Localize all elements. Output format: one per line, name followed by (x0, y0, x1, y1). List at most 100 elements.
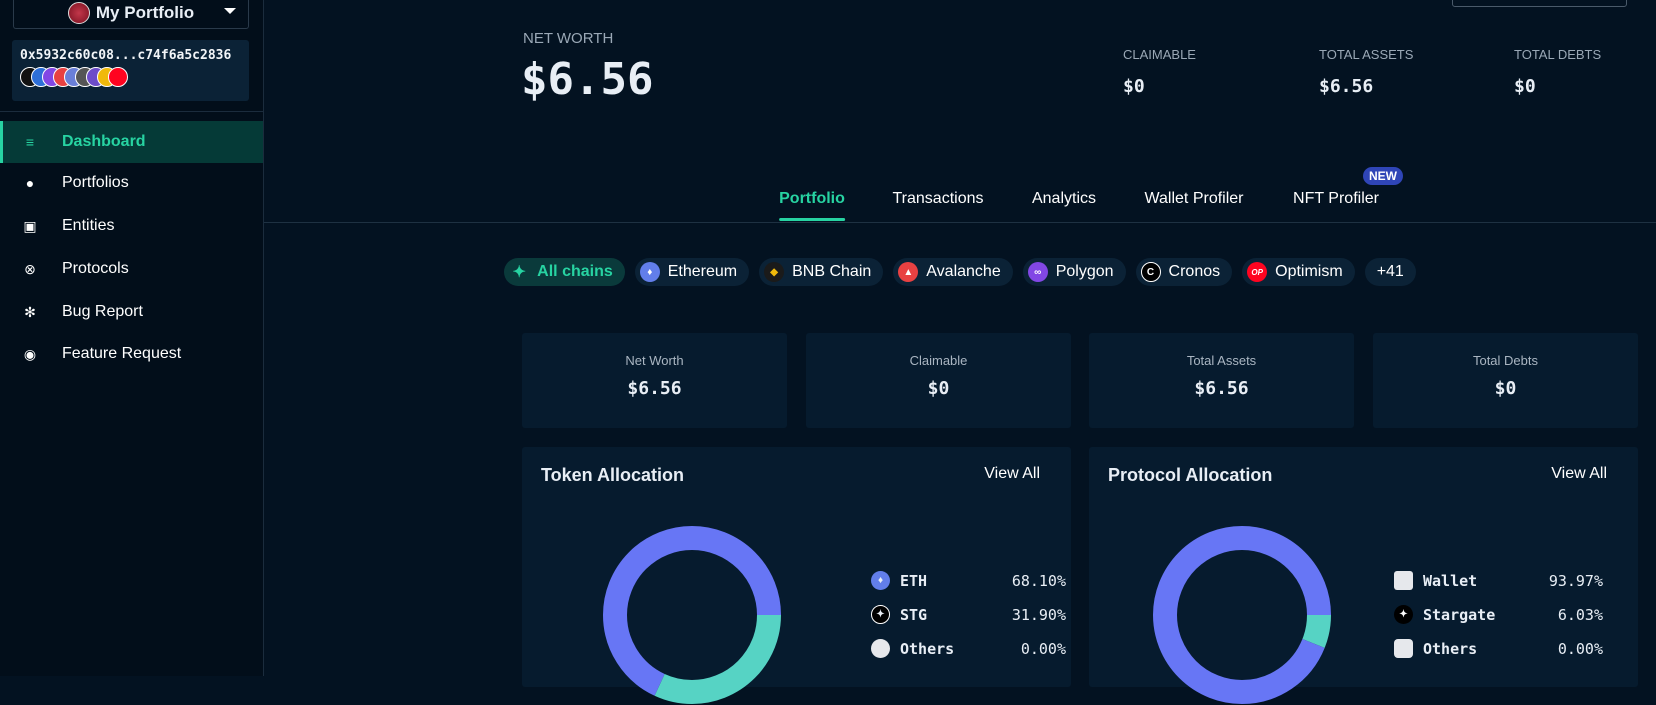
divider (0, 111, 264, 112)
chain-chip-optimism[interactable]: OP Optimism (1242, 258, 1355, 286)
tab-nft-profiler[interactable]: NFT Profiler (1293, 190, 1379, 207)
divider (264, 222, 1656, 223)
chip-label: Polygon (1055, 263, 1114, 280)
total-debts-value: $0 (1514, 76, 1536, 97)
bnb-icon: ◆ (764, 262, 785, 282)
total-assets-value: $6.56 (1319, 76, 1374, 97)
legend-label: ETH (900, 571, 928, 590)
legend-item-others: Others 0.00% (871, 639, 1066, 658)
legend-label: Others (900, 639, 955, 658)
stat-label: Total Assets (1186, 353, 1257, 368)
tab-wallet-profiler[interactable]: Wallet Profiler (1144, 190, 1244, 207)
chain-chip-bnb[interactable]: ◆ BNB Chain (759, 258, 884, 286)
legend-label: Others (1423, 639, 1478, 658)
tab-transactions[interactable]: Transactions (892, 190, 984, 207)
legend-label: Stargate (1423, 605, 1496, 624)
tab-portfolio[interactable]: Portfolio (779, 190, 845, 221)
portfolio-name: My Portfolio (95, 3, 195, 22)
chain-icon-stack (20, 67, 241, 87)
sidebar-item-label: Portfolios (62, 174, 129, 191)
chip-label: Ethereum (667, 263, 738, 280)
chain-chip-polygon[interactable]: ∞ Polygon (1022, 258, 1126, 286)
legend-item-stargate: ✦ Stargate 6.03% (1394, 605, 1603, 624)
legend-item-eth: ♦ ETH 68.10% (871, 571, 1066, 590)
donut-slice-wallet (1153, 526, 1331, 704)
legend-label: STG (900, 605, 928, 624)
sidebar-item-label: Entities (62, 217, 115, 234)
sidebar-item-feature-request[interactable]: ◉ Feature Request (0, 333, 263, 375)
legend-pct: 31.90% (1011, 605, 1066, 624)
wallet-icon (1394, 571, 1413, 590)
chain-icon (108, 67, 128, 87)
chip-label: Optimism (1275, 263, 1343, 280)
view-all-link[interactable]: View All (1551, 465, 1607, 482)
portfolio-selector[interactable]: My Portfolio (13, 0, 249, 29)
wallet-address: 0x5932c60c08...c74f6a5c2836 (20, 48, 232, 63)
protocol-donut-chart (1153, 526, 1331, 704)
stat-label: Net Worth (625, 353, 684, 368)
stat-card-total-debts: Total Debts $0 (1373, 333, 1638, 428)
chain-chip-more[interactable]: +41 (1364, 258, 1416, 286)
view-all-link[interactable]: View All (984, 465, 1040, 482)
portfolio-avatar (67, 2, 90, 24)
legend-label: Wallet (1423, 571, 1478, 590)
token-donut-chart (603, 526, 781, 704)
total-assets-label: TOTAL ASSETS (1319, 47, 1414, 62)
chain-chip-ethereum[interactable]: ♦ Ethereum (634, 258, 750, 286)
others-icon (1394, 639, 1413, 658)
sparkle-icon: ✦ (512, 264, 526, 281)
polygon-icon: ∞ (1027, 262, 1048, 282)
claimable-value: $0 (1123, 76, 1145, 97)
net-worth-value: $6.56 (521, 54, 654, 105)
sidebar-item-dashboard[interactable]: ≡ Dashboard (0, 121, 263, 163)
chip-label: All chains (537, 263, 613, 280)
sidebar-item-label: Feature Request (62, 345, 182, 362)
cronos-icon: C (1140, 262, 1161, 282)
net-worth-label: NET WORTH (523, 30, 614, 47)
legend-item-stg: ✦ STG 31.90% (871, 605, 1066, 624)
legend-pct: 68.10% (1011, 571, 1066, 590)
chain-chip-avalanche[interactable]: ▲ Avalanche (893, 258, 1013, 286)
stat-label: Total Debts (1472, 353, 1539, 368)
chain-filter: ✦ All chains ♦ Ethereum ◆ BNB Chain ▲ Avalan… (0, 258, 1656, 286)
card-title: Token Allocation (541, 465, 685, 485)
sidebar-item-entities[interactable]: ▣ Entities (0, 205, 263, 247)
bug-icon: ✻ (24, 303, 36, 320)
stargate-icon: ✦ (1394, 605, 1413, 624)
sidebar: My Portfolio 0x5932c60c08...c74f6a5c2836… (0, 0, 264, 676)
chip-label: Cronos (1168, 263, 1221, 280)
stat-label: Claimable (909, 353, 968, 368)
lightbulb-icon: ◉ (23, 345, 37, 362)
sidebar-item-bug-report[interactable]: ✻ Bug Report (0, 291, 263, 333)
stat-value: $6.56 (1194, 378, 1249, 399)
chain-chip-cronos[interactable]: C Cronos (1135, 258, 1233, 286)
legend-item-others: Others 0.00% (1394, 639, 1603, 658)
claimable-label: CLAIMABLE (1123, 47, 1196, 62)
sidebar-item-label: Protocols (62, 260, 129, 277)
optimism-icon: OP (1247, 262, 1268, 282)
chart-icon: ≡ (25, 134, 35, 150)
bank-icon: ▣ (23, 217, 37, 234)
new-badge: NEW (1363, 167, 1403, 185)
stargate-icon: ✦ (871, 605, 890, 624)
card-title: Protocol Allocation (1108, 465, 1273, 485)
top-right-button[interactable] (1452, 0, 1627, 7)
sidebar-item-protocols[interactable]: ⊗ Protocols (0, 248, 263, 290)
sidebar-item-portfolios[interactable]: ● Portfolios (0, 162, 263, 204)
others-icon (871, 639, 890, 658)
stat-value: $6.56 (627, 378, 682, 399)
token-allocation-card: Token Allocation View All ♦ ETH 68.10% ✦ ST… (522, 447, 1071, 704)
sidebar-item-label: Dashboard (62, 133, 146, 150)
user-icon: ● (25, 175, 35, 191)
stat-card-net-worth: Net Worth $6.56 (522, 333, 787, 428)
legend-pct: 6.03% (1557, 605, 1603, 624)
chevron-down-icon (224, 8, 236, 14)
total-debts-label: TOTAL DEBTS (1514, 47, 1602, 62)
legend-pct: 93.97% (1548, 571, 1603, 590)
donut-slice-eth (603, 526, 781, 704)
chain-chip-all[interactable]: ✦ All chains (504, 258, 625, 286)
tab-analytics[interactable]: Analytics (1031, 190, 1097, 207)
wallet-address-card[interactable]: 0x5932c60c08...c74f6a5c2836 (12, 40, 249, 101)
stat-value: $0 (1494, 378, 1517, 399)
avalanche-icon: ▲ (898, 262, 919, 282)
